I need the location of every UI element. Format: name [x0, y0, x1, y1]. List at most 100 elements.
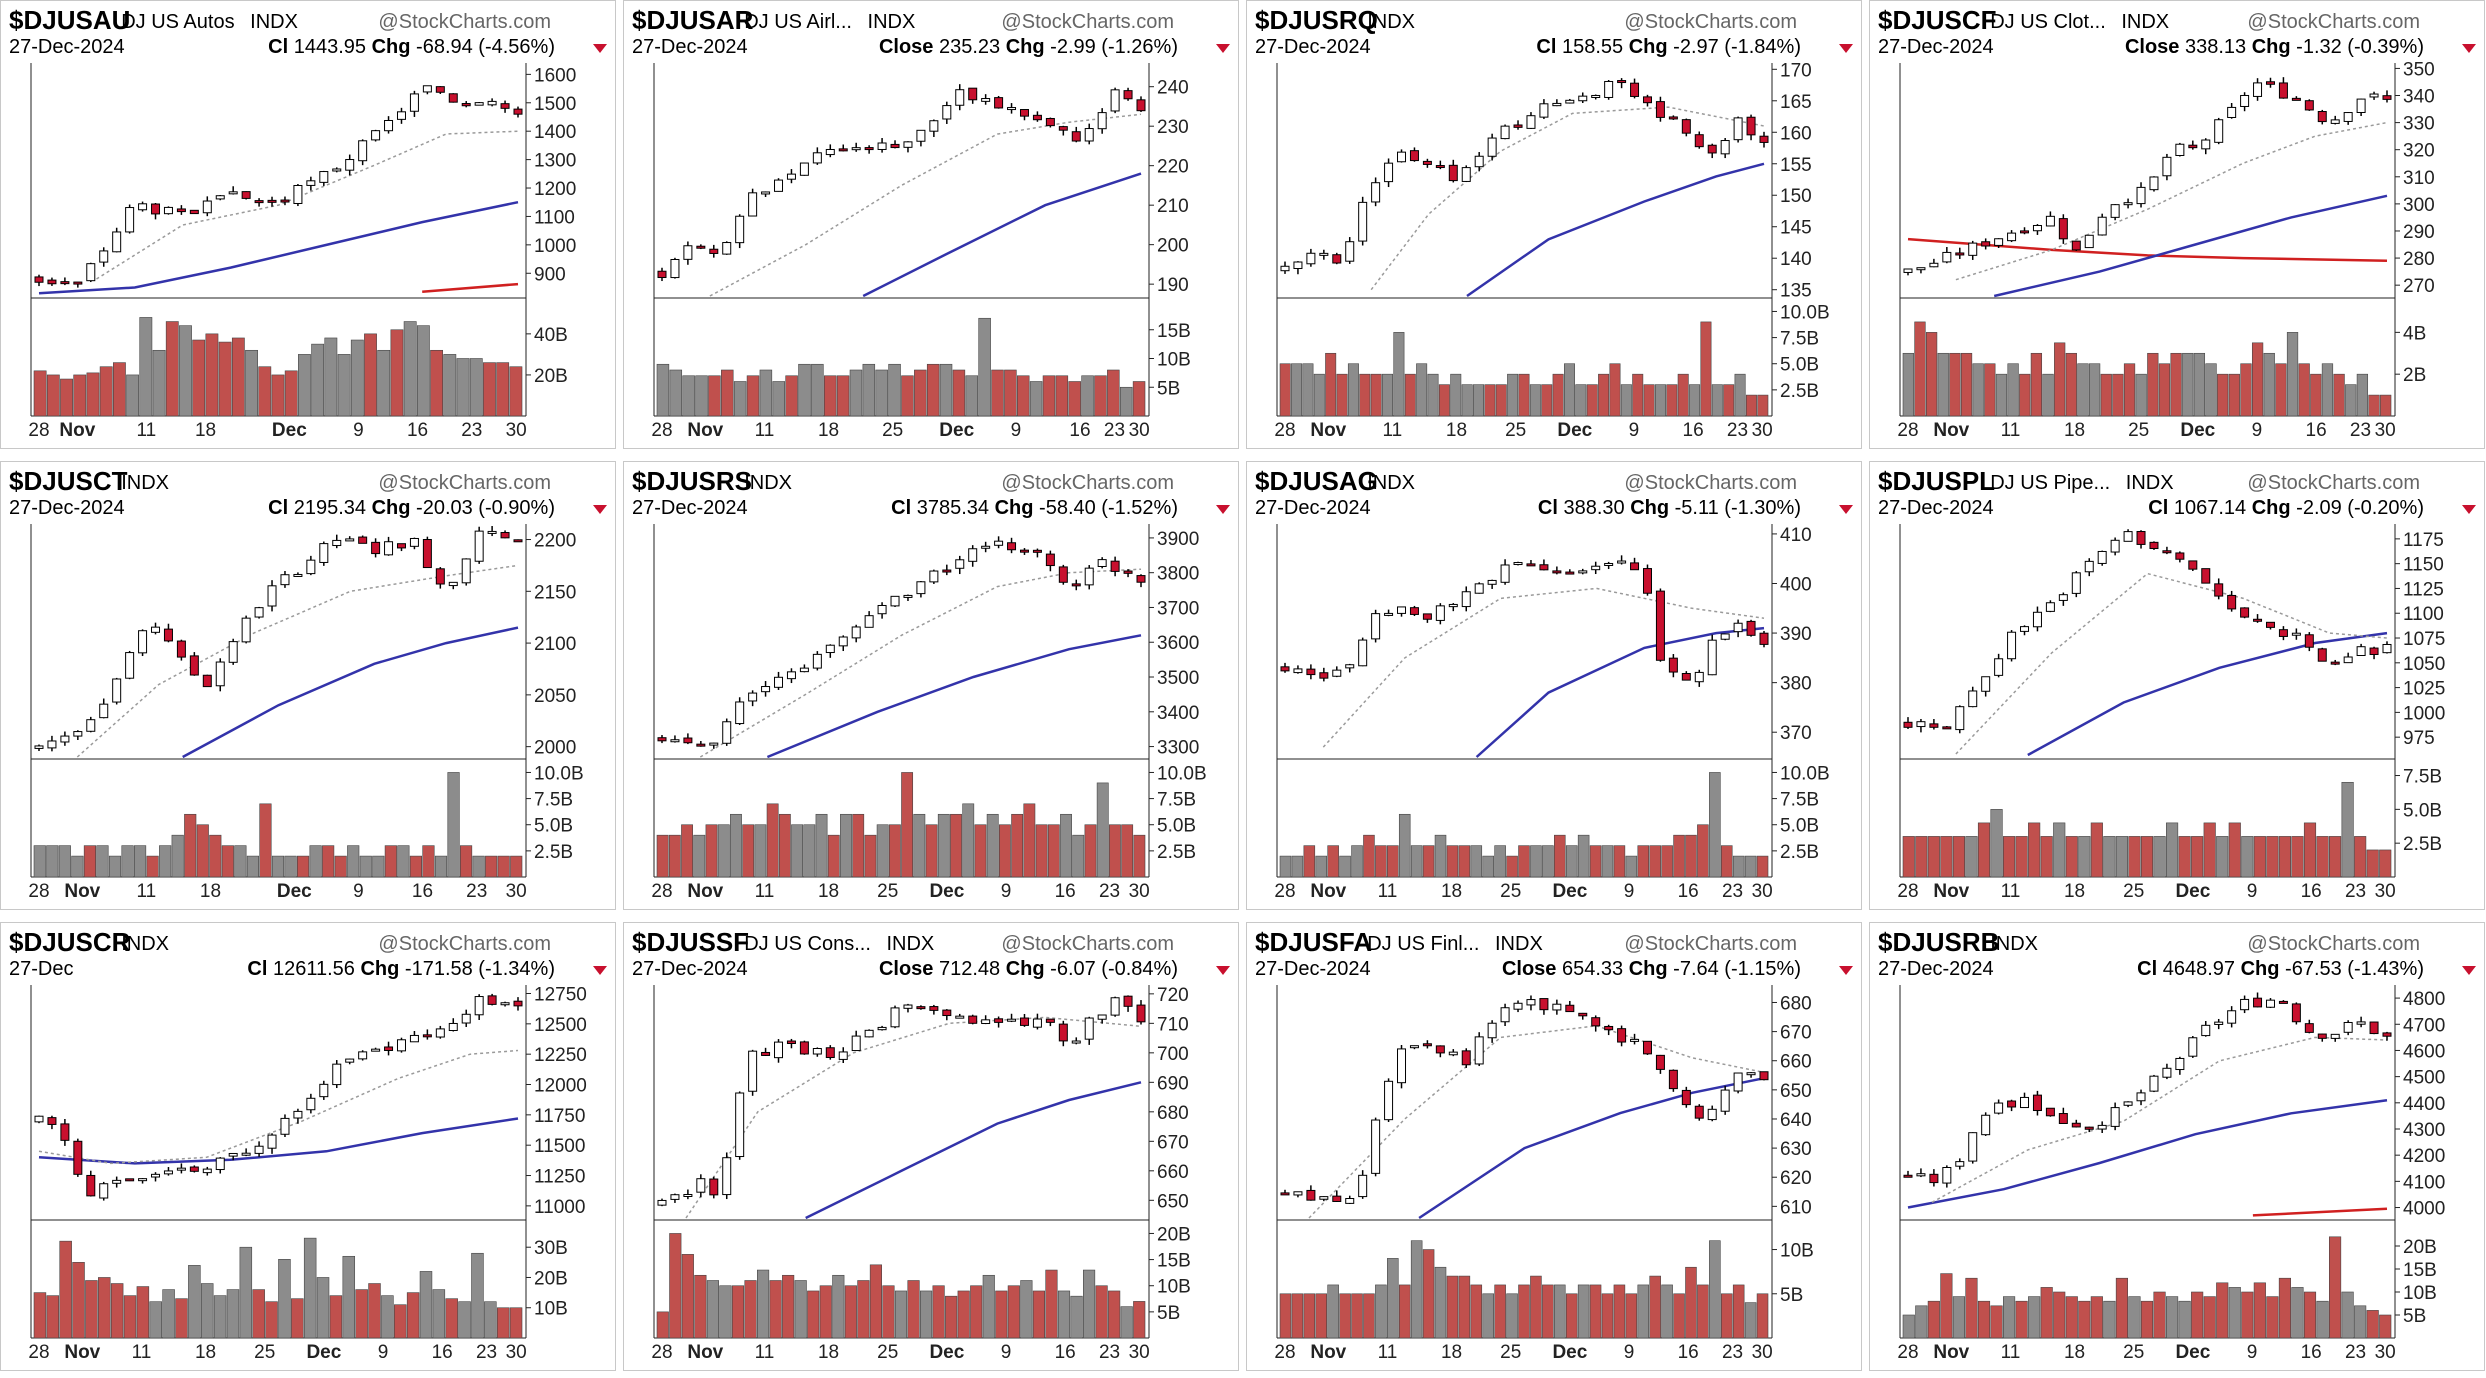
- quote-line: 27-Dec-2024 Close 654.33 Chg -7.64 (-1.15…: [1255, 958, 1815, 981]
- exchange-label: INDX: [2115, 11, 2170, 33]
- candle: [47, 1117, 57, 1125]
- chart-panel-djuscr[interactable]: $DJUSCR INDX @StockCharts.com 27-Dec Cl 1261…: [0, 922, 616, 1371]
- chart-panel-djusfa[interactable]: $DJUSFA DJ US Finl... INDX @StockCharts.co…: [1246, 922, 1862, 1371]
- volume-bar: [827, 834, 840, 878]
- candle: [99, 250, 109, 263]
- index-name: INDX: [1990, 933, 2038, 956]
- vol-tick-label: 5B: [1157, 378, 1180, 399]
- volume-bar: [1734, 373, 1746, 417]
- symbol-label: $DJUSSF: [632, 927, 750, 957]
- candle: [513, 108, 523, 115]
- volume-bar: [1119, 386, 1133, 417]
- candle: [1123, 570, 1133, 574]
- volume-bar: [322, 845, 335, 878]
- volume-bar: [2178, 1300, 2191, 1339]
- y-tick-label: 12750: [534, 984, 587, 1005]
- chart-canvas: 680 670 660 650 640 630 620 610 10B 5B 28 Nov 11 18 25…: [1274, 985, 1814, 1363]
- volume-bar: [1643, 384, 1655, 417]
- candle: [2007, 1100, 2017, 1108]
- volume-bar: [1711, 384, 1723, 417]
- candle: [812, 152, 822, 164]
- brand-watermark: @StockCharts.com: [1001, 472, 1174, 494]
- chart-panel-djusrs[interactable]: $DJUSRS INDX @StockCharts.com 27-Dec-2024 Cl…: [623, 461, 1239, 910]
- change-label: Chg: [1005, 958, 1051, 980]
- candle: [1759, 632, 1769, 645]
- x-tick-label: 9: [378, 1342, 389, 1363]
- y-tick-label: 620: [1780, 1168, 1812, 1189]
- chart-panel-djussf[interactable]: $DJUSSF DJ US Cons... INDX @StockCharts.co…: [623, 922, 1239, 1371]
- chart-panel-djuscf[interactable]: $DJUSCF DJ US Clot... INDX @StockCharts.co…: [1869, 0, 2485, 449]
- vol-tick-label: 7.5B: [1780, 790, 1819, 811]
- y-tick-label: 190: [1157, 275, 1189, 296]
- volume-bar: [1577, 834, 1590, 878]
- candle: [461, 103, 471, 107]
- candle: [2007, 232, 2017, 242]
- candle: [1474, 155, 1484, 168]
- candle: [1293, 668, 1303, 674]
- y-tick-label: 1025: [2403, 679, 2445, 700]
- change-value: -2.99 (-1.26%): [1050, 36, 1178, 58]
- volume-bar: [175, 1298, 188, 1339]
- volume-bar: [2040, 1287, 2053, 1339]
- vol-tick-label: 10.0B: [1780, 302, 1830, 323]
- chart-panel-djusag[interactable]: $DJUSAG INDX @StockCharts.com 27-Dec-2024 Cl…: [1246, 461, 1862, 910]
- candle: [2032, 611, 2042, 628]
- volume-bar: [2135, 373, 2147, 417]
- volume-bar: [1744, 855, 1757, 878]
- ma200-line: [422, 282, 519, 293]
- candle: [696, 245, 706, 249]
- chart-panel-djusrq[interactable]: $DJUSRQ INDX @StockCharts.com 27-Dec-2024 Cl…: [1246, 0, 1862, 449]
- chart-panel-djusct[interactable]: $DJUSCT INDX @StockCharts.com 27-Dec-2024 Cl…: [0, 461, 616, 910]
- x-tick-label: Dec: [2175, 1342, 2210, 1363]
- volume-bar: [888, 363, 901, 417]
- vol-tick-label: 15B: [1157, 321, 1191, 342]
- down-arrow-icon: [2462, 44, 2476, 53]
- close-value: 388.30: [1563, 497, 1631, 519]
- change-value: -7.64 (-1.15%): [1673, 958, 1801, 980]
- brand-watermark: @StockCharts.com: [378, 472, 551, 494]
- x-tick-label: 9: [1624, 881, 1635, 902]
- volume-bar: [2153, 836, 2166, 878]
- volume-bar: [284, 370, 298, 417]
- volume-bar: [110, 1283, 124, 1339]
- candle: [2201, 568, 2211, 584]
- candle: [2343, 112, 2353, 122]
- candle: [1929, 723, 1939, 728]
- volume-bar: [218, 341, 232, 417]
- vol-tick-label: 20B: [1157, 1224, 1191, 1245]
- x-tick-label: Nov: [687, 420, 723, 441]
- candle: [1084, 567, 1094, 586]
- volume-bar: [2030, 352, 2043, 417]
- volume-bar: [2053, 1291, 2066, 1339]
- chart-panel-djusar[interactable]: $DJUSAR DJ US Airl... INDX @StockCharts.co…: [623, 0, 1239, 449]
- volume-bar: [1925, 332, 1938, 417]
- volume-bar: [1083, 1269, 1096, 1339]
- volume-bar: [836, 375, 850, 417]
- x-tick-label: 18: [1441, 1342, 1462, 1363]
- candle: [2369, 93, 2379, 98]
- volume-bar: [869, 1264, 882, 1339]
- vol-tick-label: 20B: [534, 1268, 568, 1289]
- x-tick-label: 25: [1500, 881, 1521, 902]
- symbol-label: $DJUSCF: [1878, 5, 1997, 35]
- candle: [2304, 100, 2314, 111]
- volume-bar: [2191, 836, 2204, 878]
- close-value: 3785.34: [916, 497, 995, 519]
- volume-bar: [252, 1289, 265, 1339]
- vol-tick-label: 10B: [1157, 350, 1191, 371]
- volume-bar: [271, 855, 285, 878]
- volume-bar: [733, 381, 747, 417]
- x-tick-label: 11: [1378, 1342, 1398, 1363]
- volume-bar: [2275, 363, 2287, 417]
- volume-bar: [139, 317, 153, 417]
- chart-panel-djuspl[interactable]: $DJUSPL DJ US Pipe... INDX @StockCharts.co…: [1869, 461, 2485, 910]
- volume-bar: [2253, 1282, 2266, 1339]
- candle: [125, 207, 135, 233]
- volume-bar: [149, 1301, 162, 1339]
- x-tick-label: 30: [1129, 881, 1150, 902]
- chart-panel-djusau[interactable]: $DJUSAU DJ US Autos INDX @StockCharts.com 2…: [0, 0, 616, 449]
- chart-panel-djusrb[interactable]: $DJUSRB INDX @StockCharts.com 27-Dec-2024 Cl…: [1869, 922, 2485, 1371]
- volume-bar: [744, 1280, 757, 1339]
- symbol-label: $DJUSAG: [1255, 466, 1378, 496]
